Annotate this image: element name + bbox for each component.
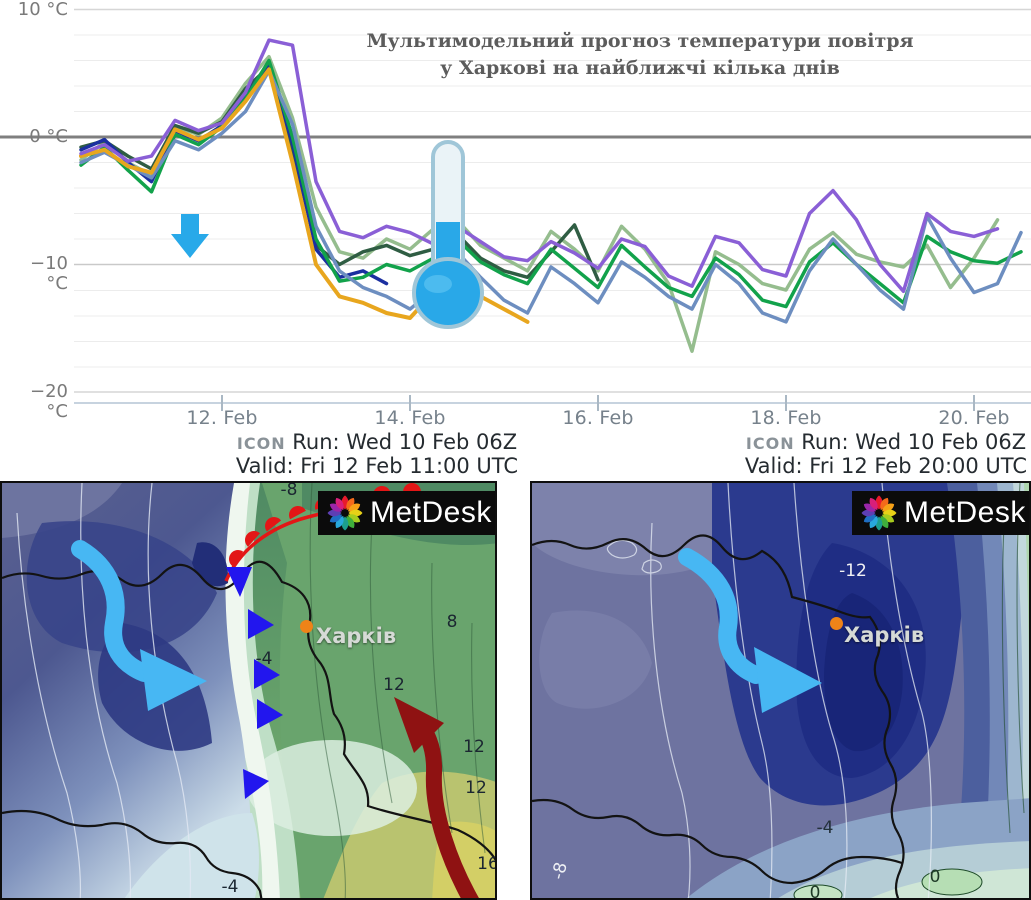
forecast-series-lines	[79, 38, 1023, 353]
map-temp-label: -12	[839, 561, 867, 581]
y-tick-10: 10 °C	[17, 0, 68, 20]
map-temp-label: -4	[221, 877, 239, 897]
x-tick-14feb: 14. Feb	[374, 407, 446, 429]
map-temp-label: 12	[465, 778, 487, 798]
right-map-caption: ICON Run: Wed 10 Feb 06Z Valid: Fri 12 F…	[706, 431, 1031, 478]
metdesk-logo-text: MetDesk	[370, 496, 492, 529]
major-gridlines	[0, 8, 1031, 393]
down-arrow-icon	[171, 214, 209, 258]
multi-model-temperature-chart: Мультимодельний прогноз температури пові…	[0, 0, 1031, 432]
cold-front-blue-triangles-icon	[226, 567, 283, 799]
map-temp-label: 8	[446, 612, 458, 632]
x-tick-16feb: 16. Feb	[562, 407, 634, 429]
curved-blue-arrow-icon	[71, 540, 207, 711]
metdesk-pinwheel-icon	[861, 495, 897, 531]
temperature-map-fri-20utc: -12 -4 -8 0 0 Харків MetDesk	[530, 481, 1031, 900]
map-temp-label: 0	[809, 883, 821, 900]
x-axis	[74, 395, 1031, 411]
x-tick-18feb: 18. Feb	[750, 407, 822, 429]
country-borders	[532, 534, 905, 898]
map-temp-label: -4	[255, 649, 273, 669]
y-tick-minus10: −10 °C	[30, 253, 68, 294]
run-text: Run: Wed 10 Feb 06Z	[801, 430, 1027, 454]
series-line-model-steel-blue	[79, 68, 1023, 324]
right-map-run-line: ICON Run: Wed 10 Feb 06Z	[706, 431, 1031, 455]
right-map-graphic	[532, 483, 1029, 898]
isotherm-contours-warm	[309, 483, 486, 898]
temperature-map-fri-11utc: -8 -4 8 12 12 12 16 -4 Харків MetDesk	[0, 481, 497, 900]
model-name: ICON	[745, 434, 795, 453]
city-marker-dot	[300, 620, 313, 633]
chart-title-line2: у Харкові на найближчі кілька днів	[440, 57, 840, 79]
thermometer-cold-icon	[171, 140, 484, 329]
minor-gridlines	[74, 34, 1031, 368]
isotherm-contours	[606, 483, 932, 898]
map-temp-label: 16	[477, 854, 497, 874]
model-name: ICON	[236, 434, 286, 453]
metdesk-logo: MetDesk	[318, 491, 495, 535]
city-marker-dot	[830, 617, 843, 630]
left-map-graphic	[2, 483, 495, 898]
y-tick-minus20: −20 °C	[30, 381, 68, 422]
metdesk-pinwheel-icon	[327, 495, 363, 531]
series-line-model-purple	[79, 38, 1000, 294]
chart-title-line1: Мультимодельний прогноз температури пові…	[366, 30, 914, 52]
left-map-valid-line: Valid: Fri 12 Feb 11:00 UTC	[235, 454, 519, 478]
city-label: Харків	[844, 623, 925, 647]
left-map-caption: ICON Run: Wed 10 Feb 06Z Valid: Fri 12 F…	[197, 431, 557, 478]
map-temp-label: 0	[929, 867, 941, 887]
y-tick-0: 0 °C	[29, 126, 68, 147]
left-map-run-line: ICON Run: Wed 10 Feb 06Z	[197, 431, 557, 455]
right-map-valid-line: Valid: Fri 12 Feb 20:00 UTC	[744, 454, 1028, 478]
chart-canvas	[0, 8, 1031, 411]
x-tick-20feb: 20. Feb	[938, 407, 1010, 429]
curved-red-arrow-icon	[394, 697, 479, 898]
city-label: Харків	[316, 624, 397, 648]
map-temp-label: -8	[280, 481, 298, 500]
metdesk-logo: MetDesk	[852, 491, 1029, 535]
chart-title: Мультимодельний прогноз температури пові…	[330, 28, 950, 82]
x-tick-12feb: 12. Feb	[186, 407, 258, 429]
map-temp-label: -4	[816, 818, 834, 838]
map-temp-label: 12	[463, 737, 485, 757]
curved-blue-arrow-icon	[678, 548, 822, 713]
metdesk-logo-text: MetDesk	[904, 496, 1026, 529]
map-temp-label: 12	[383, 675, 405, 695]
series-line-model-sage-green	[79, 54, 1000, 353]
run-text: Run: Wed 10 Feb 06Z	[292, 430, 518, 454]
